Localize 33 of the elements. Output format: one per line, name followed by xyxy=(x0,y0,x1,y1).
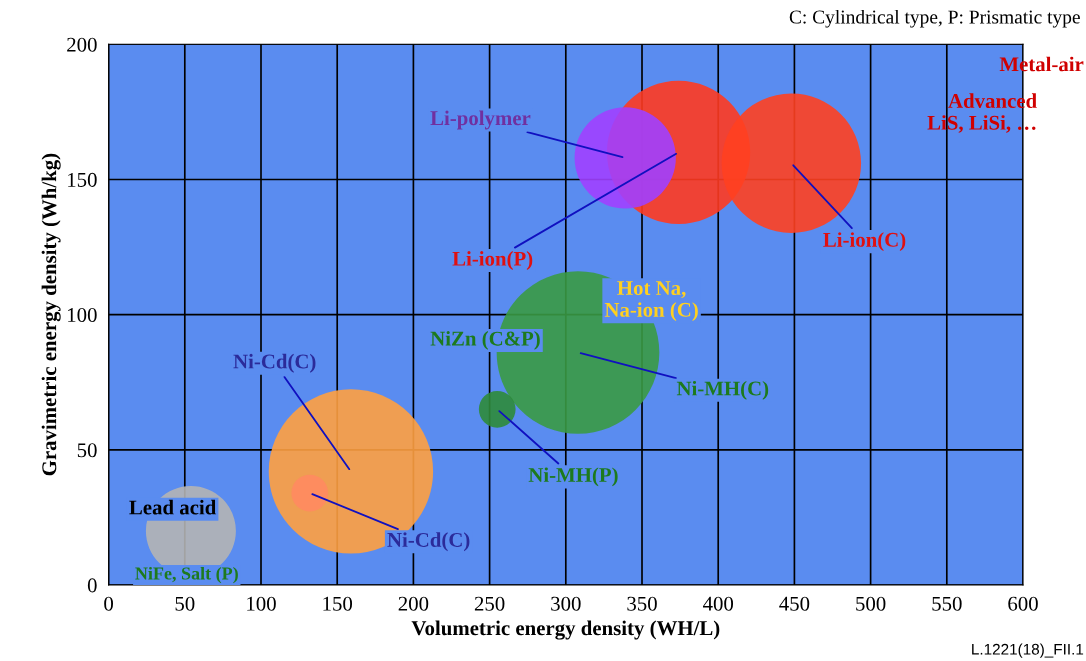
x-tick-label: 100 xyxy=(247,596,276,611)
y-tick-label: 150 xyxy=(68,172,97,187)
y-tick-label: 50 xyxy=(77,443,97,458)
y-tick-label: 100 xyxy=(68,308,97,323)
y-axis-title: Gravimetric energy density (Wh/kg) xyxy=(41,153,61,476)
x-tick-label: 200 xyxy=(398,596,429,611)
text: Li-polymer xyxy=(430,110,531,130)
x-tick-label: 550 xyxy=(932,596,962,611)
text: Ni-MH(P) xyxy=(528,467,618,487)
x-tick-label: 250 xyxy=(474,596,505,611)
x-axis-title: Volumetric energy density (WH/L) xyxy=(411,620,720,640)
text: L.1221(18)_FII.1 xyxy=(972,643,1084,658)
x-tick-label: 150 xyxy=(323,596,353,611)
series-label: Ni-Cd(C) xyxy=(233,353,316,373)
x-tick-label: 500 xyxy=(856,596,886,611)
x-tick-label: 450 xyxy=(779,596,810,611)
annotation: NiZn (C&P) xyxy=(430,330,540,350)
annotation: NiFe, Salt (P) xyxy=(135,566,238,584)
x-tick-label: 600 xyxy=(1008,596,1038,611)
annotation: Hot Na, Na-ion (C) xyxy=(604,281,698,322)
x-tick-label: 350 xyxy=(627,596,657,611)
series-label: Li-ion(C) xyxy=(823,232,906,252)
series-label: Lead acid xyxy=(129,499,217,515)
x-tick-label: 400 xyxy=(702,596,734,611)
y-tick-label: 200 xyxy=(67,37,97,52)
series-label: Ni-MH(C) xyxy=(676,380,769,400)
y-tick-label: 0 xyxy=(87,578,97,593)
text: Li-ion(P) xyxy=(452,251,533,271)
text: Ni-Cd(C) xyxy=(387,532,470,552)
x-tick-label: 50 xyxy=(175,596,195,611)
x-tick-label: 300 xyxy=(551,596,581,611)
x-tick-label: 0 xyxy=(104,596,114,611)
text: C: Cylindrical type, P: Prismatic type xyxy=(789,9,1080,28)
